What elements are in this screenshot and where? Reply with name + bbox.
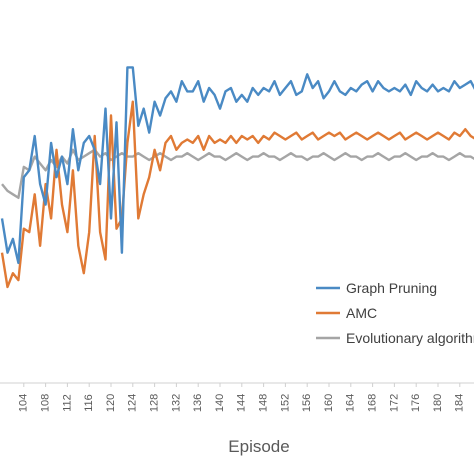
legend-label: Evolutionary algorithm [346, 330, 474, 346]
x-tick-label: 128 [149, 394, 161, 412]
x-tick-label: 160 [323, 394, 335, 412]
x-tick-label: 184 [454, 394, 466, 412]
x-axis-title: Episode [228, 437, 289, 456]
x-tick-label: 156 [301, 394, 313, 412]
x-tick-label: 168 [367, 394, 379, 412]
x-axis: 104 108 112 116 120 124 128 132 136 140 144 148 152 1… [0, 382, 474, 456]
series-line-graph-pruning [0, 66, 474, 265]
x-tick-label: 132 [170, 394, 182, 412]
x-tick-label: 124 [127, 394, 139, 412]
x-tick-label: 140 [214, 394, 226, 412]
x-tick-label: 180 [432, 394, 444, 412]
x-tick-label: 112 [61, 394, 73, 412]
x-tick-label: 108 [40, 394, 52, 412]
x-tick-label: 176 [410, 394, 422, 412]
series-line-evolutionary-algorithm [1, 148, 474, 200]
x-tick-label: 116 [83, 394, 95, 412]
legend: Graph Pruning AMC Evolutionary algorithm [316, 280, 474, 346]
x-tick-labels: 104 108 112 116 120 124 128 132 136 140 144 148 152 1… [18, 383, 466, 412]
x-tick-label: 152 [279, 394, 291, 412]
series-line-amc [0, 100, 474, 289]
plot-area [0, 66, 474, 289]
legend-label: Graph Pruning [346, 280, 437, 296]
x-tick-label: 104 [18, 394, 30, 412]
x-tick-label: 148 [258, 394, 270, 412]
x-tick-label: 120 [105, 394, 117, 412]
x-tick-label: 144 [236, 394, 248, 412]
x-tick-label: 136 [192, 394, 204, 412]
x-tick-label: 172 [388, 394, 400, 412]
legend-label: AMC [346, 305, 377, 321]
x-tick-label: 164 [345, 394, 357, 412]
